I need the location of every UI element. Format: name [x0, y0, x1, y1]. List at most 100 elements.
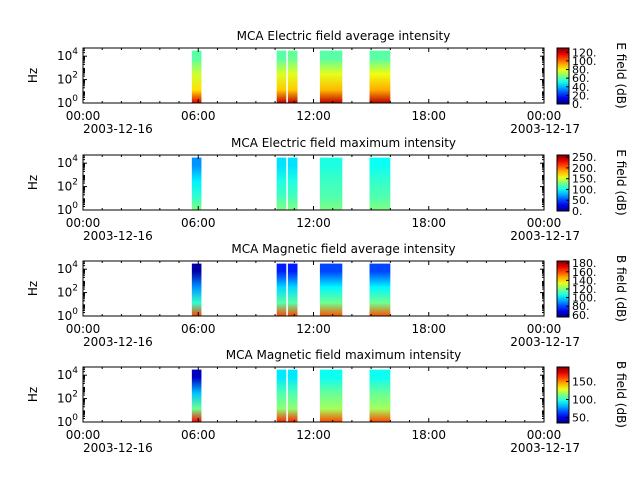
y-tick-label: 102	[57, 390, 78, 406]
spectrogram-block	[369, 369, 391, 422]
colorbar-tick-label: 250.	[572, 151, 597, 164]
y-tick-label: 104	[57, 366, 78, 382]
x-tick-label: 00:00	[527, 428, 562, 442]
y-tick-label: 102	[57, 178, 78, 194]
x-tick-label: 18:00	[411, 109, 446, 123]
chart-title: MCA Electric field average intensity	[237, 29, 451, 43]
y-tick-label: 100	[57, 307, 78, 323]
y-axis-label: Hz	[26, 387, 40, 402]
spectrogram-block	[276, 369, 287, 422]
y-tick-label: 100	[57, 413, 78, 429]
colorbar-label: B field (dB)	[614, 361, 628, 428]
x-tick-label: 00:00	[66, 216, 101, 230]
x-tick-label: 06:00	[181, 428, 216, 442]
y-tick-label: 100	[57, 201, 78, 217]
spectrogram-block	[287, 369, 298, 422]
colorbar-tick-label: 120.	[572, 283, 597, 296]
x-tick-label: 06:00	[181, 109, 216, 123]
y-tick-label: 104	[57, 260, 78, 276]
spectrogram-block	[276, 50, 287, 103]
spectrogram-block	[287, 157, 298, 210]
x-tick-label: 00:00	[527, 216, 562, 230]
plot-frame	[82, 47, 545, 104]
colorbar-tick-label: 180.	[572, 257, 597, 270]
spectrogram-block	[287, 50, 298, 103]
colorbar-tick-label: 100.	[572, 55, 597, 68]
x-tick-label: 00:00	[66, 109, 101, 123]
plot-frame	[82, 366, 545, 423]
x-tick-label: 00:00	[527, 109, 562, 123]
date-label-start: 2003-12-16	[83, 441, 153, 455]
spectrogram-block	[191, 157, 202, 210]
y-tick-label: 102	[57, 284, 78, 300]
colorbar	[556, 154, 570, 212]
colorbar-tick-label: 160.	[572, 266, 597, 279]
x-tick-label: 18:00	[411, 428, 446, 442]
date-label-end: 2003-12-17	[510, 229, 580, 243]
colorbar-tick-label: 40.	[572, 81, 590, 94]
spectrogram-block	[369, 157, 391, 210]
spectrogram-block	[319, 157, 343, 210]
colorbar-label: E field (dB)	[614, 42, 628, 108]
y-tick-label: 102	[57, 71, 78, 87]
colorbar-tick-label: 140.	[572, 274, 597, 287]
date-label-start: 2003-12-16	[83, 229, 153, 243]
chart-panel-4: MCA Magnetic field maximum intensity 100 1…	[26, 348, 628, 455]
chart-panel-1: MCA Electric field average intensity 100 1…	[26, 29, 628, 136]
colorbar-tick-label: 150.	[572, 375, 597, 388]
colorbar-tick-label: 0.	[572, 205, 583, 218]
colorbar-tick-label: 20.	[572, 89, 590, 102]
spectrogram-block	[191, 50, 202, 103]
colorbar-tick-label: 60.	[572, 72, 590, 85]
colorbar-tick-label: 120.	[572, 46, 597, 59]
spectrogram-block	[319, 50, 343, 103]
plot-frame	[82, 260, 545, 317]
chart-title: MCA Electric field maximum intensity	[231, 136, 456, 150]
spectrogram-block	[276, 157, 287, 210]
chart-title: MCA Magnetic field maximum intensity	[226, 348, 462, 362]
y-axis-label: Hz	[26, 175, 40, 190]
spectrogram-block	[369, 50, 391, 103]
x-tick-label: 12:00	[296, 109, 331, 123]
x-tick-label: 12:00	[296, 322, 331, 336]
spectrogram-block	[276, 263, 287, 316]
colorbar	[556, 47, 570, 105]
y-tick-label: 104	[57, 47, 78, 63]
date-label-end: 2003-12-17	[510, 335, 580, 349]
colorbar-tick-label: 50.	[572, 194, 590, 207]
chart-panel-3: MCA Magnetic field average intensity 100 1…	[26, 242, 628, 349]
colorbar-tick-label: 100.	[572, 394, 597, 407]
date-label-end: 2003-12-17	[510, 441, 580, 455]
colorbar-tick-label: 100.	[572, 183, 597, 196]
chart-title: MCA Magnetic field average intensity	[231, 242, 455, 256]
chart-panel-2: MCA Electric field maximum intensity 100 1…	[26, 136, 628, 243]
colorbar-tick-label: 50.	[572, 412, 590, 425]
date-label-start: 2003-12-16	[83, 335, 153, 349]
spectrogram-block	[191, 263, 202, 316]
colorbar-tick-label: 0.	[572, 98, 583, 111]
colorbar-label: B field (dB)	[614, 255, 628, 322]
spectrogram-block	[319, 263, 343, 316]
x-tick-label: 18:00	[411, 322, 446, 336]
x-tick-label: 12:00	[296, 428, 331, 442]
spectrogram-block	[369, 263, 391, 316]
plot-frame	[82, 154, 545, 211]
colorbar-tick-label: 150.	[572, 173, 597, 186]
colorbar-label: E field (dB)	[614, 149, 628, 215]
x-tick-label: 06:00	[181, 322, 216, 336]
date-label-end: 2003-12-17	[510, 122, 580, 136]
spectrogram-block	[319, 369, 343, 422]
x-tick-label: 00:00	[66, 322, 101, 336]
spectrogram-block	[287, 263, 298, 316]
x-tick-label: 06:00	[181, 216, 216, 230]
x-tick-label: 00:00	[527, 322, 562, 336]
colorbar-tick-label: 60.	[572, 309, 590, 322]
colorbar-tick-label: 200.	[572, 162, 597, 175]
spectrogram-block	[191, 369, 202, 422]
colorbar-tick-label: 80.	[572, 64, 590, 77]
y-tick-label: 100	[57, 94, 78, 110]
date-label-start: 2003-12-16	[83, 122, 153, 136]
y-tick-label: 104	[57, 154, 78, 170]
colorbar-tick-label: 80.	[572, 300, 590, 313]
